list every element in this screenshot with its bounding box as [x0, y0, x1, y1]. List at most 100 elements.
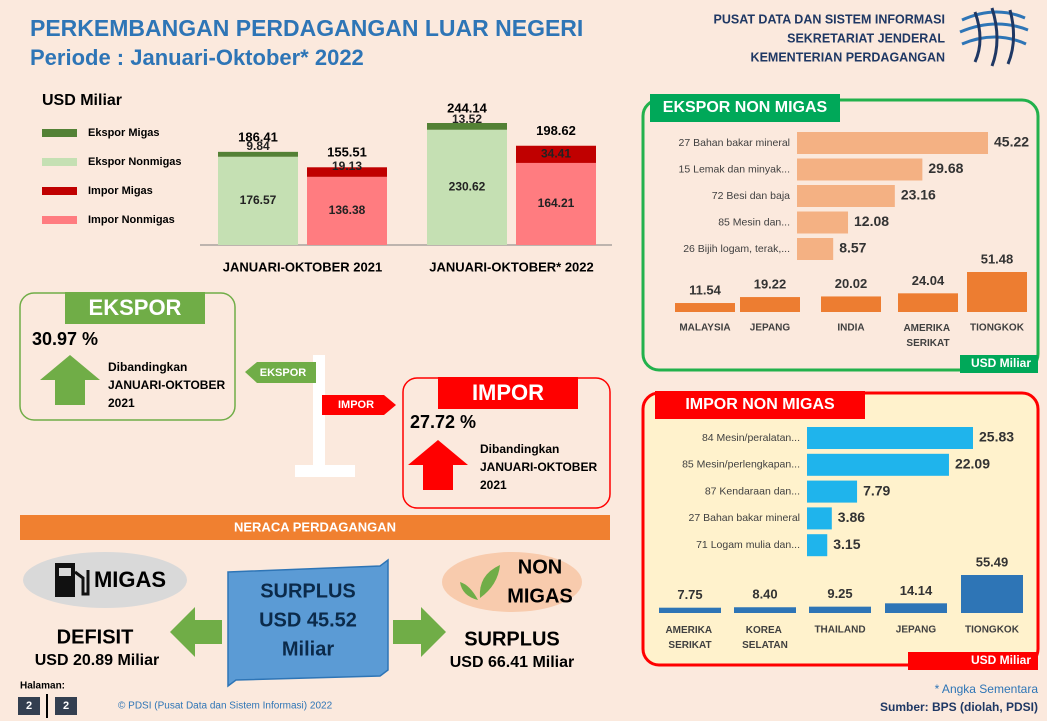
leaf-icon	[460, 565, 500, 600]
data-label: 14.14	[900, 583, 933, 598]
unit-label: USD Miliar	[971, 356, 1031, 370]
data-label: 45.22	[994, 134, 1029, 150]
data-label: 3.86	[838, 509, 865, 525]
x-tick-label: THAILAND	[814, 625, 865, 636]
compare-text: 2021	[480, 478, 507, 492]
y-tick-label: 72 Besi dan baja	[712, 190, 790, 202]
data-label: 8.40	[752, 587, 777, 602]
unit-label: USD Miliar	[971, 653, 1031, 667]
panel-title: IMPOR NON MIGAS	[685, 396, 835, 413]
data-label: 23.16	[901, 187, 936, 203]
page-number: 2	[26, 700, 32, 712]
panel-title: EKSPOR NON MIGAS	[663, 99, 828, 116]
bar	[797, 132, 988, 154]
x-tick-label: AMERIKA SERIKAT	[665, 625, 714, 651]
bar-segment	[218, 156, 298, 245]
page-number: 2	[63, 700, 69, 712]
data-label: 34.41	[541, 147, 571, 161]
org-line: KEMENTERIAN PERDAGANGAN	[751, 50, 945, 64]
title: PERKEMBANGAN PERDAGANGAN LUAR NEGERI	[30, 15, 583, 41]
bar	[797, 185, 895, 207]
up-arrow	[40, 355, 100, 405]
bar	[797, 158, 923, 181]
data-label: 136.38	[329, 203, 366, 217]
bar	[961, 575, 1023, 613]
bar-segment	[307, 167, 387, 177]
bar	[740, 297, 800, 312]
data-label: 19.22	[754, 277, 787, 292]
ekspor-change: 30.97 %	[32, 329, 98, 349]
migas-label: MIGAS	[94, 567, 166, 592]
left-arrow	[170, 607, 222, 657]
legend-swatch	[42, 187, 77, 195]
bar	[807, 480, 858, 503]
data-label: 11.54	[689, 282, 722, 297]
y-tick-label: 26 Bijih logam, terak,...	[683, 243, 790, 255]
data-label: 20.02	[835, 276, 868, 291]
legend-swatch	[42, 216, 77, 224]
bar	[797, 238, 834, 260]
bar	[885, 603, 947, 613]
bar	[807, 453, 949, 476]
x-tick-label: JANUARI-OKTOBER 2021	[223, 259, 382, 274]
total-unit: Miliar	[282, 638, 334, 660]
ekspor-sign	[245, 362, 316, 383]
data-label: 164.21	[538, 196, 575, 210]
bar	[821, 296, 881, 312]
data-label: 25.83	[979, 429, 1014, 445]
y-tick-label: 85 Mesin/perlengkapan...	[682, 459, 800, 471]
source: Sumber: BPS (diolah, PDSI)	[880, 700, 1038, 714]
x-tick-label: JANUARI-OKTOBER* 2022	[429, 259, 593, 274]
nonmigas-label: MIGAS	[507, 585, 573, 607]
bar	[675, 303, 735, 312]
impor-sign	[322, 395, 396, 415]
legend-swatch	[42, 129, 77, 137]
compare-text: 2021	[108, 396, 135, 410]
nonmigas-badge	[442, 552, 582, 612]
data-label: 13.52	[452, 112, 482, 126]
nonmigas-amount: USD 66.41 Miliar	[450, 654, 575, 671]
bar-segment	[427, 129, 507, 245]
compare-text: JANUARI-OKTOBER	[480, 460, 597, 474]
ekspor-header	[65, 292, 205, 324]
page-label: Halaman:	[20, 681, 65, 692]
bar	[734, 607, 796, 613]
data-label: 29.68	[928, 160, 963, 176]
x-tick-label: INDIA	[837, 323, 864, 334]
compare-text: Dibandingkan	[108, 360, 187, 374]
impor-change: 27.72 %	[410, 412, 476, 432]
y-tick-label: 71 Logam mulia dan...	[696, 539, 800, 551]
subtitle: Periode : Januari-Oktober* 2022	[30, 45, 364, 70]
legend-swatch	[42, 158, 77, 166]
bar-segment	[307, 176, 387, 245]
data-label: 51.48	[981, 251, 1014, 266]
unit-tag	[908, 652, 1038, 670]
bar	[809, 606, 871, 613]
bar	[967, 272, 1027, 312]
data-label: 3.15	[833, 536, 860, 552]
bar-segment	[218, 151, 298, 157]
total-label: 244.14	[447, 100, 488, 115]
x-tick-label: AMERIKA SERIKAT	[903, 323, 952, 349]
panel-title-bg	[650, 94, 840, 122]
ekspor-label: EKSPOR	[89, 295, 182, 320]
data-label: 9.25	[827, 586, 852, 601]
org-line: PUSAT DATA DAN SISTEM INFORMASI	[714, 12, 945, 26]
data-label: 7.75	[677, 587, 702, 602]
total-status: SURPLUS	[260, 580, 356, 602]
bar	[659, 607, 721, 613]
impor-sign-label: IMPOR	[338, 399, 374, 411]
unit-tag	[960, 355, 1038, 373]
copyright: © PDSI (Pusat Data dan Sistem Informasi)…	[118, 701, 333, 712]
y-tick-label: 27 Bahan bakar mineral	[679, 137, 791, 149]
note: * Angka Sementara	[935, 682, 1039, 696]
right-arrow	[393, 607, 446, 657]
logo	[959, 7, 1029, 67]
page-box	[18, 697, 40, 715]
migas-status: DEFISIT	[57, 626, 134, 648]
x-tick-label: KOREA SELATAN	[742, 625, 788, 651]
y-tick-label: 87 Kendaraan dan...	[705, 485, 800, 497]
data-label: 19.13	[332, 159, 362, 173]
ekspor-sign-label: EKSPOR	[260, 367, 307, 379]
